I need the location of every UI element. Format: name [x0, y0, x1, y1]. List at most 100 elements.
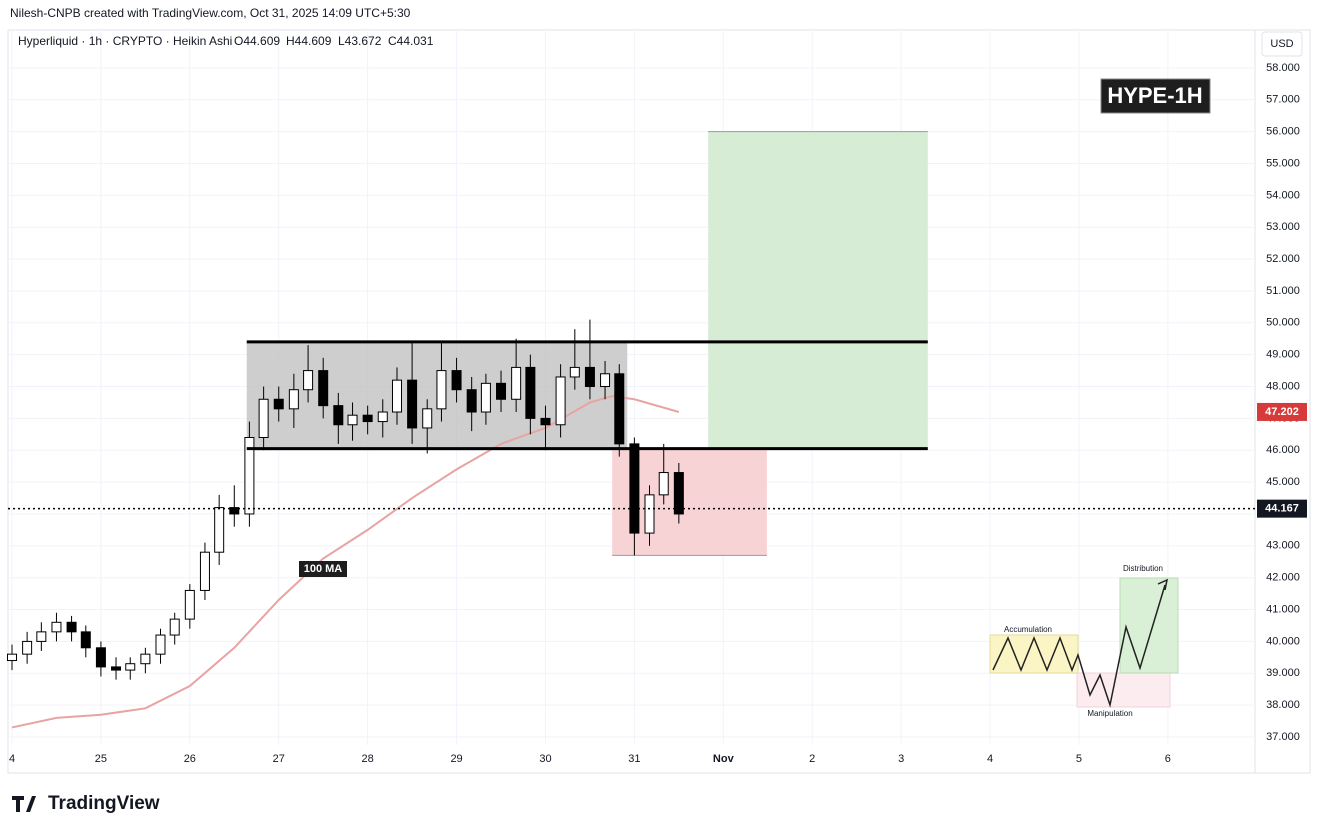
- candle-body: [303, 370, 314, 391]
- candle-body: [377, 411, 388, 423]
- y-tick-label: 41.000: [1266, 603, 1300, 615]
- x-tick-label: 27: [273, 753, 285, 765]
- y-tick-label: 54.000: [1266, 189, 1300, 201]
- last-price-label: 44.167: [1265, 503, 1299, 515]
- manipulation-box: [1076, 672, 1171, 708]
- y-tick-label: 46.000: [1266, 444, 1300, 456]
- candle-body: [184, 589, 195, 620]
- y-tick-label: 43.000: [1266, 540, 1300, 552]
- x-tick-label: 3: [898, 753, 904, 765]
- y-tick-label: 38.000: [1266, 699, 1300, 711]
- candle-body: [496, 382, 507, 400]
- candle-body: [629, 443, 640, 534]
- y-tick-label: 51.000: [1266, 285, 1300, 297]
- logo: TradingView: [12, 793, 160, 814]
- candle-body: [347, 414, 358, 426]
- credit: Nilesh-CNPB created with TradingView.com…: [10, 6, 411, 20]
- candle-body: [288, 389, 299, 410]
- inset-diagram: Accumulation Manipulation Distribution: [989, 564, 1179, 718]
- candle-body: [436, 370, 447, 410]
- x-tick-label: 4: [9, 753, 15, 765]
- y-tick-label: 45.000: [1266, 476, 1300, 488]
- ma-label-box: [299, 561, 347, 577]
- y-tick-label: 50.000: [1266, 317, 1300, 329]
- currency-box[interactable]: [1261, 31, 1303, 57]
- candle-body: [140, 653, 151, 665]
- candle-body: [169, 618, 180, 636]
- candle-body: [525, 366, 536, 419]
- y-tick-label: 37.000: [1266, 731, 1300, 743]
- y-tick-label: 42.000: [1266, 572, 1300, 584]
- y-tick-label: 56.000: [1266, 126, 1300, 138]
- candle-body: [451, 370, 462, 391]
- logo-text: TradingView: [48, 793, 160, 814]
- candle-body: [229, 507, 240, 515]
- candle-body: [125, 663, 136, 671]
- candle-body: [244, 437, 255, 515]
- candle-body: [199, 551, 210, 591]
- candle-body: [569, 366, 580, 378]
- candle-body: [511, 366, 522, 400]
- y-tick-label: 48.000: [1266, 380, 1300, 392]
- zigzag: [992, 584, 1166, 708]
- candle-body: [318, 370, 329, 407]
- ohlc-open: O44.609: [234, 34, 280, 48]
- currency[interactable]: USD: [1270, 38, 1293, 50]
- x-tick-label: 29: [450, 753, 462, 765]
- x-tick-label: 26: [184, 753, 196, 765]
- candle-body: [407, 379, 418, 429]
- candle-body: [540, 417, 551, 426]
- candle-body: [391, 379, 402, 413]
- candle-body: [614, 373, 625, 445]
- candle-body: [466, 389, 477, 413]
- ohlc-low: L43.672: [338, 34, 382, 48]
- candle-body: [7, 653, 18, 662]
- candle-body: [214, 507, 225, 553]
- frame: [7, 29, 1311, 774]
- y-tick-label: 58.000: [1266, 62, 1300, 74]
- candle-body: [111, 666, 122, 671]
- candle-body: [273, 398, 284, 410]
- x-tick-label: 5: [1076, 753, 1082, 765]
- candle-body: [333, 405, 344, 426]
- y-tick-label: 52.000: [1266, 253, 1300, 265]
- accumulation-box: [989, 634, 1079, 674]
- x-tick-label: Nov: [713, 753, 735, 765]
- x-tick-label: 6: [1165, 753, 1171, 765]
- badge-box: [1100, 78, 1211, 114]
- ma-price-label: 47.202: [1265, 406, 1299, 418]
- candle-body: [51, 621, 62, 633]
- symbol: Hyperliquid · 1h · CRYPTO · Heikin Ashi: [18, 34, 232, 48]
- candle-body: [22, 640, 33, 655]
- candle-body: [480, 382, 491, 413]
- ma-price-box: [1257, 402, 1307, 421]
- candle-body: [95, 647, 106, 668]
- candle-body: [584, 366, 595, 388]
- ohlc-high: H44.609: [286, 34, 332, 48]
- candle-body: [80, 631, 91, 649]
- y-tick-label: 39.000: [1266, 667, 1300, 679]
- last-price-box: [1257, 499, 1307, 518]
- distribution-box: [1119, 577, 1179, 674]
- y-tick-label: 53.000: [1266, 221, 1300, 233]
- y-tick-label: 55.000: [1266, 157, 1300, 169]
- candle-body: [658, 472, 669, 496]
- x-tick-label: 31: [628, 753, 640, 765]
- x-tick-label: 2: [809, 753, 815, 765]
- candle-body: [644, 494, 655, 534]
- y-tick-label: 40.000: [1266, 635, 1300, 647]
- target-zone: [708, 131, 928, 449]
- y-tick-label: 57.000: [1266, 94, 1300, 106]
- arrow-head: [1157, 578, 1169, 591]
- candle-body: [600, 373, 611, 388]
- badge: HYPE-1H: [1107, 83, 1202, 108]
- x-tick-label: 4: [987, 753, 993, 765]
- accumulation-label: Accumulation: [1004, 625, 1052, 634]
- candle-body: [673, 472, 684, 515]
- logo-mark: [12, 796, 36, 812]
- manipulation-label: Manipulation: [1087, 709, 1132, 718]
- candle-body: [66, 621, 77, 633]
- candle-body: [362, 414, 373, 423]
- ohlc-close: C44.031: [388, 34, 434, 48]
